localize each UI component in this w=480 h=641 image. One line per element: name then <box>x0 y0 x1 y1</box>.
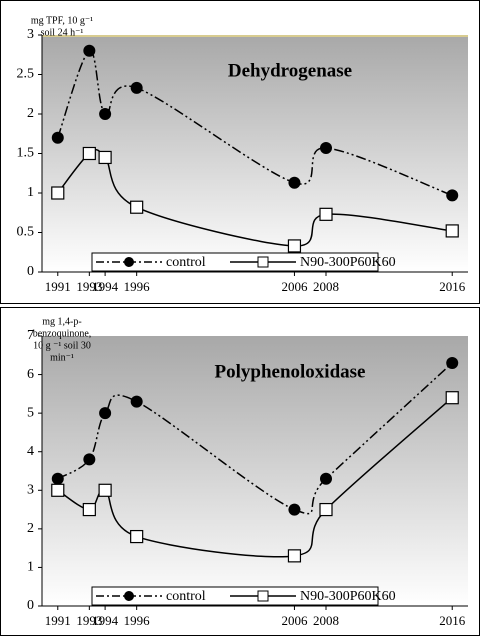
legend-label: control <box>166 589 206 604</box>
y-tick-label: 2 <box>27 521 34 536</box>
y-tick-label: 1 <box>27 185 34 200</box>
x-tick-label: 1993 <box>76 613 102 628</box>
point <box>99 407 112 420</box>
point <box>130 529 144 544</box>
point <box>130 81 143 94</box>
y-tick-label: 7 <box>27 328 34 343</box>
y-tick-label: 3 <box>27 483 34 498</box>
x-tick-label: 2016 <box>439 613 466 628</box>
legend-label: N90-300P60K60 <box>300 255 396 270</box>
chart-title: Dehydrogenase <box>228 60 352 81</box>
point <box>446 357 459 369</box>
point <box>51 186 65 200</box>
x-tick-label: 1996 <box>124 279 151 294</box>
plot-area <box>42 336 468 606</box>
point <box>99 108 112 120</box>
point <box>82 502 96 517</box>
point <box>288 176 301 189</box>
y-tick-label: 5 <box>27 405 34 420</box>
x-tick-label: 1991 <box>45 279 71 294</box>
y-tick-label: 1.5 <box>17 146 35 161</box>
y-axis-label: mg TPF, 10 g⁻¹ <box>31 15 93 26</box>
point <box>82 146 96 161</box>
legend-marker <box>124 591 134 601</box>
point <box>51 483 65 497</box>
x-tick-label: 1994 <box>92 613 119 628</box>
point <box>83 453 96 466</box>
y-axis-label: benzoquinone, <box>33 328 92 339</box>
y-tick-label: 2.5 <box>17 67 35 82</box>
point <box>445 224 459 238</box>
legend-marker <box>257 256 269 268</box>
point <box>319 502 333 517</box>
legend-marker <box>124 257 134 267</box>
point <box>446 189 459 202</box>
point <box>445 391 459 405</box>
x-tick-label: 2008 <box>313 613 339 628</box>
series-line <box>57 362 453 515</box>
x-tick-label: 2006 <box>281 613 308 628</box>
y-axis-label: 10 g ⁻¹ soil 30 <box>33 340 91 351</box>
legend-marker <box>257 590 269 602</box>
point <box>320 472 332 485</box>
y-tick-label: 2 <box>27 106 34 121</box>
x-tick-label: 2006 <box>281 279 308 294</box>
legend-label: control <box>166 255 206 270</box>
y-tick-label: 3 <box>27 27 34 42</box>
x-tick-label: 2016 <box>439 279 466 294</box>
point <box>83 44 96 57</box>
legend-label: N90-300P60K60 <box>300 589 396 604</box>
plot-area <box>42 35 468 272</box>
x-tick-label: 1994 <box>92 279 119 294</box>
y-tick-label: 6 <box>27 367 34 382</box>
y-tick-label: 0.5 <box>17 225 35 240</box>
y-tick-label: 0 <box>27 598 34 613</box>
point <box>288 503 301 516</box>
point <box>130 200 144 214</box>
point <box>98 483 112 497</box>
x-tick-label: 1993 <box>76 279 102 294</box>
x-tick-label: 2008 <box>313 279 339 294</box>
point <box>51 472 64 485</box>
point <box>98 150 112 165</box>
point <box>287 239 302 253</box>
point <box>320 141 332 154</box>
y-tick-label: 0 <box>27 264 34 279</box>
y-axis-label: min⁻¹ <box>50 352 74 363</box>
y-axis-label: soil 24 h⁻¹ <box>41 27 84 38</box>
point <box>319 207 333 221</box>
point <box>130 395 143 408</box>
x-tick-label: 1996 <box>124 613 151 628</box>
y-axis-label: mg 1,4-p- <box>42 316 81 327</box>
point <box>51 131 64 144</box>
y-tick-label: 1 <box>27 560 34 575</box>
chart-title: Polyphenoloxidase <box>215 361 366 382</box>
x-tick-label: 1991 <box>45 613 71 628</box>
point <box>287 549 302 563</box>
y-tick-label: 4 <box>27 444 34 459</box>
